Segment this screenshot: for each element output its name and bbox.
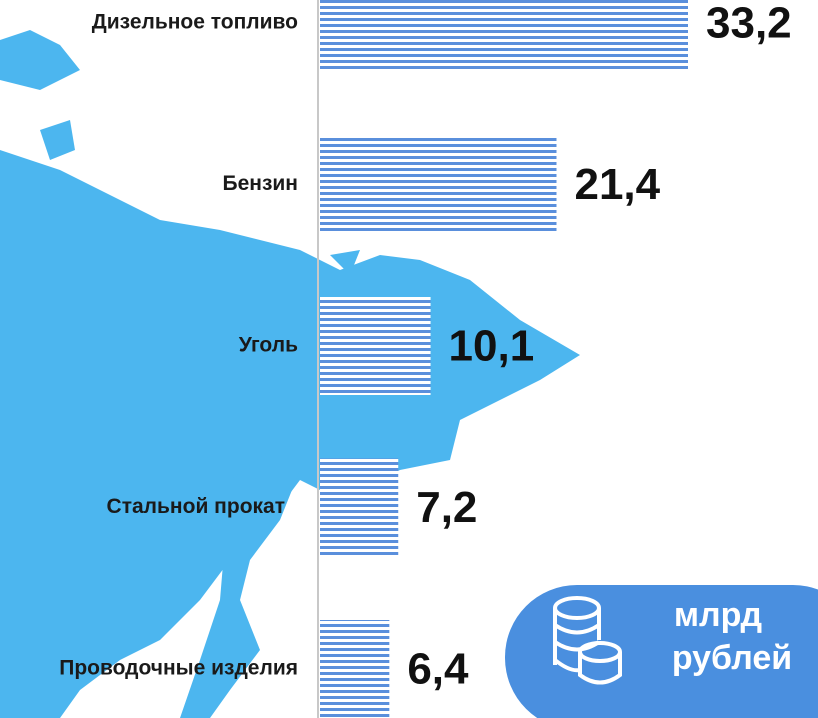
- bar: [320, 458, 399, 557]
- value-label: 7,2: [416, 483, 477, 532]
- category-label: Стальной прокат: [107, 495, 285, 518]
- bar: [320, 620, 390, 718]
- coins-icon: [553, 596, 622, 685]
- map: [0, 30, 580, 718]
- bar: [320, 0, 688, 72]
- category-label: Уголь: [239, 334, 298, 357]
- unit-label: млрд: [674, 596, 762, 634]
- category-label: Бензин: [223, 172, 299, 195]
- category-label: Дизельное топливо: [92, 11, 298, 34]
- value-label: 21,4: [574, 160, 660, 209]
- unit-badge: млрд рублей: [505, 585, 818, 718]
- unit-label: рублей: [672, 639, 792, 677]
- bar: [320, 135, 557, 234]
- category-label: Проводочные изделия: [59, 657, 298, 680]
- value-label: 6,4: [407, 645, 469, 694]
- value-label: 10,1: [449, 322, 535, 371]
- value-label: 33,2: [706, 0, 792, 48]
- bar: [320, 297, 431, 395]
